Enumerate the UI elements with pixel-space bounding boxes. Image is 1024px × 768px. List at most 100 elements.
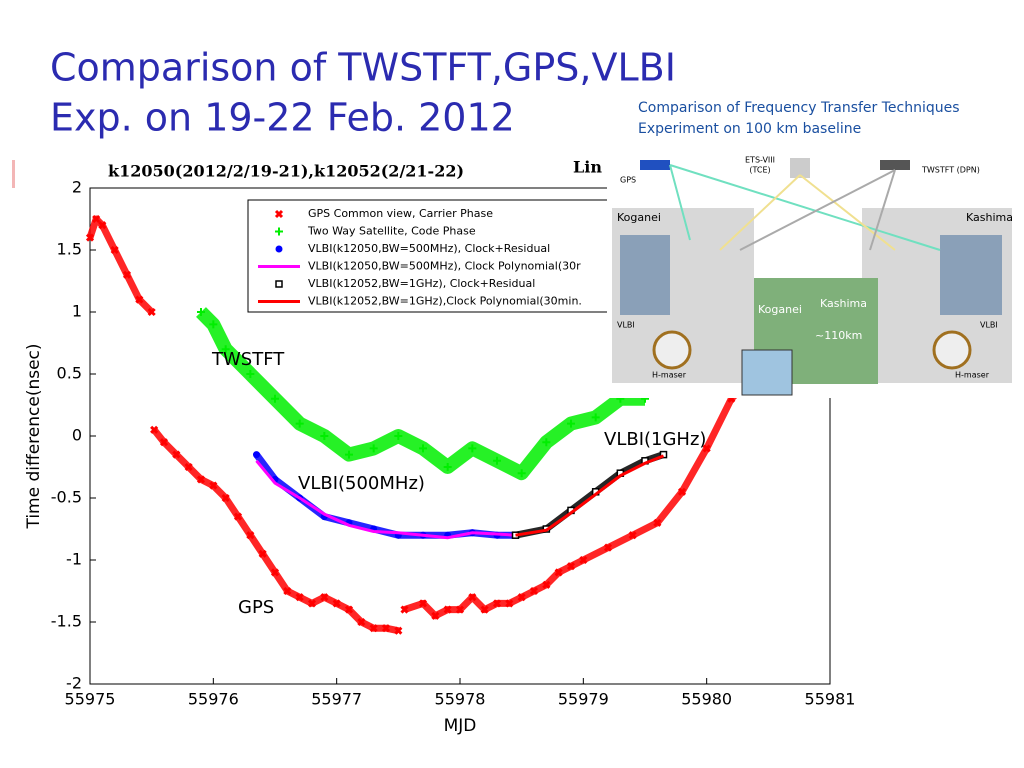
point xyxy=(554,568,563,577)
x-tick-label: 55976 xyxy=(188,690,239,709)
point xyxy=(431,611,440,620)
point xyxy=(394,432,403,440)
point xyxy=(517,469,526,478)
point xyxy=(271,394,279,403)
x-tick-label: 55981 xyxy=(805,690,856,709)
point xyxy=(197,308,205,316)
x-tick-label: 55975 xyxy=(65,690,116,709)
point xyxy=(270,568,280,577)
x-tick-label: 55978 xyxy=(435,690,486,709)
point xyxy=(394,626,403,635)
point xyxy=(480,605,489,614)
link xyxy=(799,174,896,251)
legend-label: Two Way Satellite, Code Phase xyxy=(307,225,476,238)
legend-label: VLBI(k12050,BW=500MHz), Clock Polynomial… xyxy=(308,260,581,273)
point xyxy=(283,586,292,596)
point xyxy=(505,599,514,608)
series-line xyxy=(515,454,665,537)
point xyxy=(468,444,477,453)
y-tick-label: -2 xyxy=(66,674,82,693)
inset-label: VLBI xyxy=(980,321,998,330)
point xyxy=(542,580,551,589)
inset-label: VLBI xyxy=(617,321,635,330)
inset: Comparison of Frequency Transfer Techniq… xyxy=(607,95,1018,398)
slide-title: Comparison of TWSTFT,GPS,VLBI xyxy=(50,46,676,90)
point xyxy=(369,444,378,453)
point xyxy=(653,518,662,527)
inset-label: H-maser xyxy=(652,371,687,380)
point xyxy=(419,444,427,453)
link xyxy=(739,169,896,251)
y-tick-label: 2 xyxy=(72,178,82,197)
series-band xyxy=(196,307,645,481)
point xyxy=(98,221,107,230)
point xyxy=(492,599,502,608)
point xyxy=(147,307,156,317)
clock xyxy=(652,330,692,370)
y-tick-label: -1 xyxy=(66,550,82,569)
point xyxy=(579,555,588,565)
point xyxy=(677,487,687,496)
point xyxy=(258,549,267,558)
y-tick-label: 1 xyxy=(72,302,82,321)
inset-title: Comparison of Frequency Transfer Techniq… xyxy=(638,100,960,116)
point xyxy=(455,605,465,614)
y-axis-label: Time difference(nsec) xyxy=(24,343,44,529)
antenna-photo xyxy=(620,235,670,315)
map-small xyxy=(741,349,793,396)
point xyxy=(295,593,304,602)
y-tick-label: 1.5 xyxy=(57,240,82,259)
point xyxy=(567,419,575,428)
point xyxy=(209,481,218,490)
point xyxy=(381,624,391,633)
map-label: Koganei xyxy=(758,303,802,316)
slide-title: Exp. on 19-22 Feb. 2012 xyxy=(50,96,515,140)
series-line xyxy=(255,459,516,540)
inset-label: TWSTFT (DPN) xyxy=(921,166,980,175)
legend xyxy=(247,199,629,313)
point xyxy=(603,543,613,552)
point xyxy=(196,475,206,484)
point xyxy=(468,593,477,602)
chart-title: k12050(2012/2/19-21),k12052(2/21-22) xyxy=(108,162,464,181)
inset-label: Kashima xyxy=(966,211,1013,224)
legend-swatch xyxy=(275,245,283,253)
point xyxy=(443,605,452,614)
legend-items: GPS Common view, Carrier Phase Two Way Sa… xyxy=(258,207,582,308)
point xyxy=(369,624,378,633)
legend-label: VLBI(k12052,BW=1GHz),Clock Polynomial(30… xyxy=(308,295,582,308)
point xyxy=(332,599,341,608)
link xyxy=(869,169,896,251)
point xyxy=(307,599,317,608)
point xyxy=(400,605,409,614)
chart-title-right: Lin xyxy=(573,158,602,177)
point xyxy=(418,599,428,608)
annotation: TWSTFT xyxy=(211,349,285,370)
point xyxy=(246,531,255,540)
annotation: VLBI(1GHz) xyxy=(604,429,706,450)
point xyxy=(357,617,366,627)
inset-label: H-maser xyxy=(955,371,990,380)
map-label: Kashima xyxy=(820,297,867,310)
point xyxy=(659,450,668,459)
inset-title: Experiment on 100 km baseline xyxy=(638,121,861,137)
legend-swatch xyxy=(275,227,283,236)
clock xyxy=(932,330,972,370)
point xyxy=(110,245,119,255)
point xyxy=(443,463,452,471)
point xyxy=(253,451,260,459)
point xyxy=(184,462,193,472)
x-tick-label: 55977 xyxy=(311,690,362,709)
point xyxy=(702,444,711,453)
annotation: GPS xyxy=(238,597,274,618)
y-tick-label: 0 xyxy=(72,426,82,445)
y-tick-label: 0.5 xyxy=(57,364,82,383)
point xyxy=(344,605,354,614)
satellite xyxy=(880,160,910,170)
satellite xyxy=(790,158,810,178)
link xyxy=(669,164,691,241)
point xyxy=(122,270,132,279)
inset-label: ETS-VIII xyxy=(745,156,775,165)
point xyxy=(345,450,353,459)
